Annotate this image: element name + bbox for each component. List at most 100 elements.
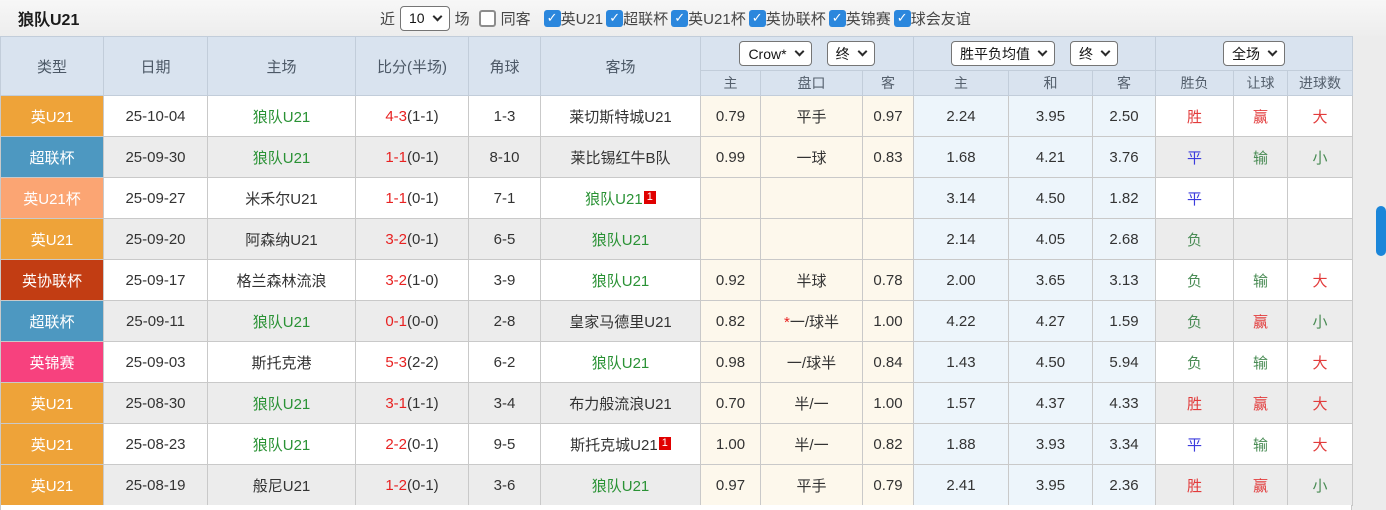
goals-result-cell: 大 bbox=[1287, 423, 1353, 465]
recent-count-select[interactable]: 10 bbox=[400, 5, 450, 31]
result-group-header: 全场 bbox=[1155, 36, 1353, 71]
goals-result-cell: 大 bbox=[1287, 95, 1353, 137]
toolbar: 狼队U21 近 10 场 同客 英U21 超联杯 英U21杯 英协联杯 英锦赛 球会友谊 bbox=[0, 0, 1386, 36]
league-badge: 英U21 bbox=[0, 464, 104, 506]
odds-away: 0.97 bbox=[862, 95, 914, 137]
home-team: 狼队U21 bbox=[207, 136, 356, 178]
team-name: 狼队U21 bbox=[252, 149, 311, 167]
goals-result-cell: 大 bbox=[1287, 382, 1353, 424]
mean-draw: 4.05 bbox=[1008, 218, 1093, 260]
fulltime-score: 1-2 bbox=[385, 476, 407, 494]
away-team: 狼队U21 bbox=[540, 464, 701, 506]
fulltime-score: 2-2 bbox=[385, 435, 407, 453]
match-date: 25-09-17 bbox=[103, 259, 208, 301]
home-team: 般尼U21 bbox=[207, 464, 356, 506]
fulltime-score: 3-2 bbox=[385, 271, 407, 289]
league-filter-checkbox[interactable] bbox=[671, 9, 689, 27]
league-filter-label: 英协联杯 bbox=[765, 10, 826, 28]
halftime-score: (0-1) bbox=[407, 230, 439, 248]
corners-cell: 8-10 bbox=[468, 136, 541, 178]
goals-result-cell: 小 bbox=[1287, 136, 1353, 178]
odds-home: 0.99 bbox=[700, 136, 761, 178]
halftime-score: (0-1) bbox=[407, 476, 439, 494]
away-team: 狼队U21 bbox=[540, 259, 701, 301]
result-cell: 平 bbox=[1155, 423, 1234, 465]
handicap-cell: 平手 bbox=[760, 95, 863, 137]
league-filter-checkbox[interactable] bbox=[828, 9, 846, 27]
mean-lose: 3.34 bbox=[1092, 423, 1156, 465]
mean-win: 1.57 bbox=[913, 382, 1009, 424]
handicap-result-cell: 输 bbox=[1233, 136, 1288, 178]
halftime-score: (0-1) bbox=[407, 435, 439, 453]
league-filter: 英U21杯 bbox=[671, 8, 746, 29]
team-name: 米禾尔U21 bbox=[245, 190, 318, 208]
same-venue-checkbox[interactable] bbox=[478, 9, 496, 27]
team-name: 格兰森林流浪 bbox=[236, 272, 327, 290]
odds-time-select[interactable]: 终 bbox=[826, 41, 875, 66]
mean-lose: 2.36 bbox=[1092, 464, 1156, 506]
match-table-body: 英U21 25-10-04 狼队U21 4-3(1-1) 1-3 莱切斯特城U21 0.79… bbox=[0, 95, 1353, 506]
sub-col-header: 盘口 bbox=[760, 70, 863, 96]
league-badge: 英U21 bbox=[0, 423, 104, 465]
score-cell: 3-2(0-1) bbox=[355, 218, 469, 260]
odds-away: 0.83 bbox=[862, 136, 914, 178]
mean-win: 1.88 bbox=[913, 423, 1009, 465]
chevron-down-icon bbox=[794, 46, 805, 57]
league-filter-checkbox[interactable] bbox=[893, 9, 911, 27]
league-filter-checkbox[interactable] bbox=[606, 9, 624, 27]
team-name: 狼队U21 bbox=[252, 395, 311, 413]
handicap-cell: 半/一 bbox=[760, 382, 863, 424]
mean-select[interactable]: 胜平负均值 bbox=[951, 41, 1055, 66]
match-date: 25-08-30 bbox=[103, 382, 208, 424]
mean-lose: 3.76 bbox=[1092, 136, 1156, 178]
result-cell: 胜 bbox=[1155, 382, 1234, 424]
odds-away: 0.78 bbox=[862, 259, 914, 301]
score-cell: 1-2(0-1) bbox=[355, 464, 469, 506]
goals-result-cell: 小 bbox=[1287, 464, 1353, 506]
match-row: 英U21 25-08-30 狼队U21 3-1(1-1) 3-4 布力般流浪U21 0.70… bbox=[0, 382, 1353, 424]
mean-time-select[interactable]: 终 bbox=[1070, 41, 1118, 66]
away-team: 莱比锡红牛B队 bbox=[540, 136, 701, 178]
sub-col-header: 胜负 bbox=[1155, 70, 1234, 96]
mean-win: 2.24 bbox=[913, 95, 1009, 137]
league-filter-checkbox[interactable] bbox=[748, 9, 766, 27]
matches-label: 场 bbox=[454, 10, 470, 28]
mean-draw: 4.50 bbox=[1008, 177, 1093, 219]
team-name: 莱比锡红牛B队 bbox=[570, 149, 671, 167]
handicap-result-cell bbox=[1233, 218, 1288, 260]
match-row: 超联杯 25-09-11 狼队U21 0-1(0-0) 2-8 皇家马德里U21 0.82 *… bbox=[0, 300, 1353, 342]
score-cell: 1-1(0-1) bbox=[355, 177, 469, 219]
sub-col-header: 客 bbox=[862, 70, 914, 96]
handicap-cell bbox=[760, 177, 863, 219]
goals-result-cell bbox=[1287, 218, 1353, 260]
league-badge: 英U21 bbox=[0, 218, 104, 260]
odds-home bbox=[700, 177, 761, 219]
home-team: 斯托克港 bbox=[207, 341, 356, 383]
mean-draw: 4.21 bbox=[1008, 136, 1093, 178]
team-name: 狼队U21 bbox=[591, 231, 650, 249]
fulltime-select[interactable]: 全场 bbox=[1223, 41, 1285, 66]
mean-lose: 2.68 bbox=[1092, 218, 1156, 260]
col-header-score: 比分(半场) bbox=[355, 36, 469, 96]
handicap-result-cell: 赢 bbox=[1233, 464, 1288, 506]
result-cell: 负 bbox=[1155, 341, 1234, 383]
goals-result-cell: 大 bbox=[1287, 341, 1353, 383]
league-badge: 英协联杯 bbox=[0, 259, 104, 301]
team-name: 莱切斯特城U21 bbox=[569, 108, 672, 126]
mean-draw: 4.50 bbox=[1008, 341, 1093, 383]
odds-away: 1.00 bbox=[862, 382, 914, 424]
halftime-score: (0-1) bbox=[407, 189, 439, 207]
match-row: 英U21 25-08-19 般尼U21 1-2(0-1) 3-6 狼队U21 0.97 平手 0… bbox=[0, 464, 1353, 506]
sub-col-header: 进球数 bbox=[1287, 70, 1353, 96]
halftime-score: (2-2) bbox=[407, 353, 439, 371]
score-cell: 3-1(1-1) bbox=[355, 382, 469, 424]
bookmaker-select[interactable]: Crow* bbox=[739, 41, 812, 66]
result-cell: 胜 bbox=[1155, 95, 1234, 137]
league-filter-checkbox[interactable] bbox=[543, 9, 561, 27]
scrollbar-thumb[interactable] bbox=[1376, 206, 1386, 256]
mean-win: 3.14 bbox=[913, 177, 1009, 219]
fulltime-select-value: 全场 bbox=[1232, 45, 1260, 62]
team-name: 斯托克城U21 bbox=[570, 436, 658, 454]
goals-result-cell bbox=[1287, 177, 1353, 219]
handicap-cell bbox=[760, 218, 863, 260]
